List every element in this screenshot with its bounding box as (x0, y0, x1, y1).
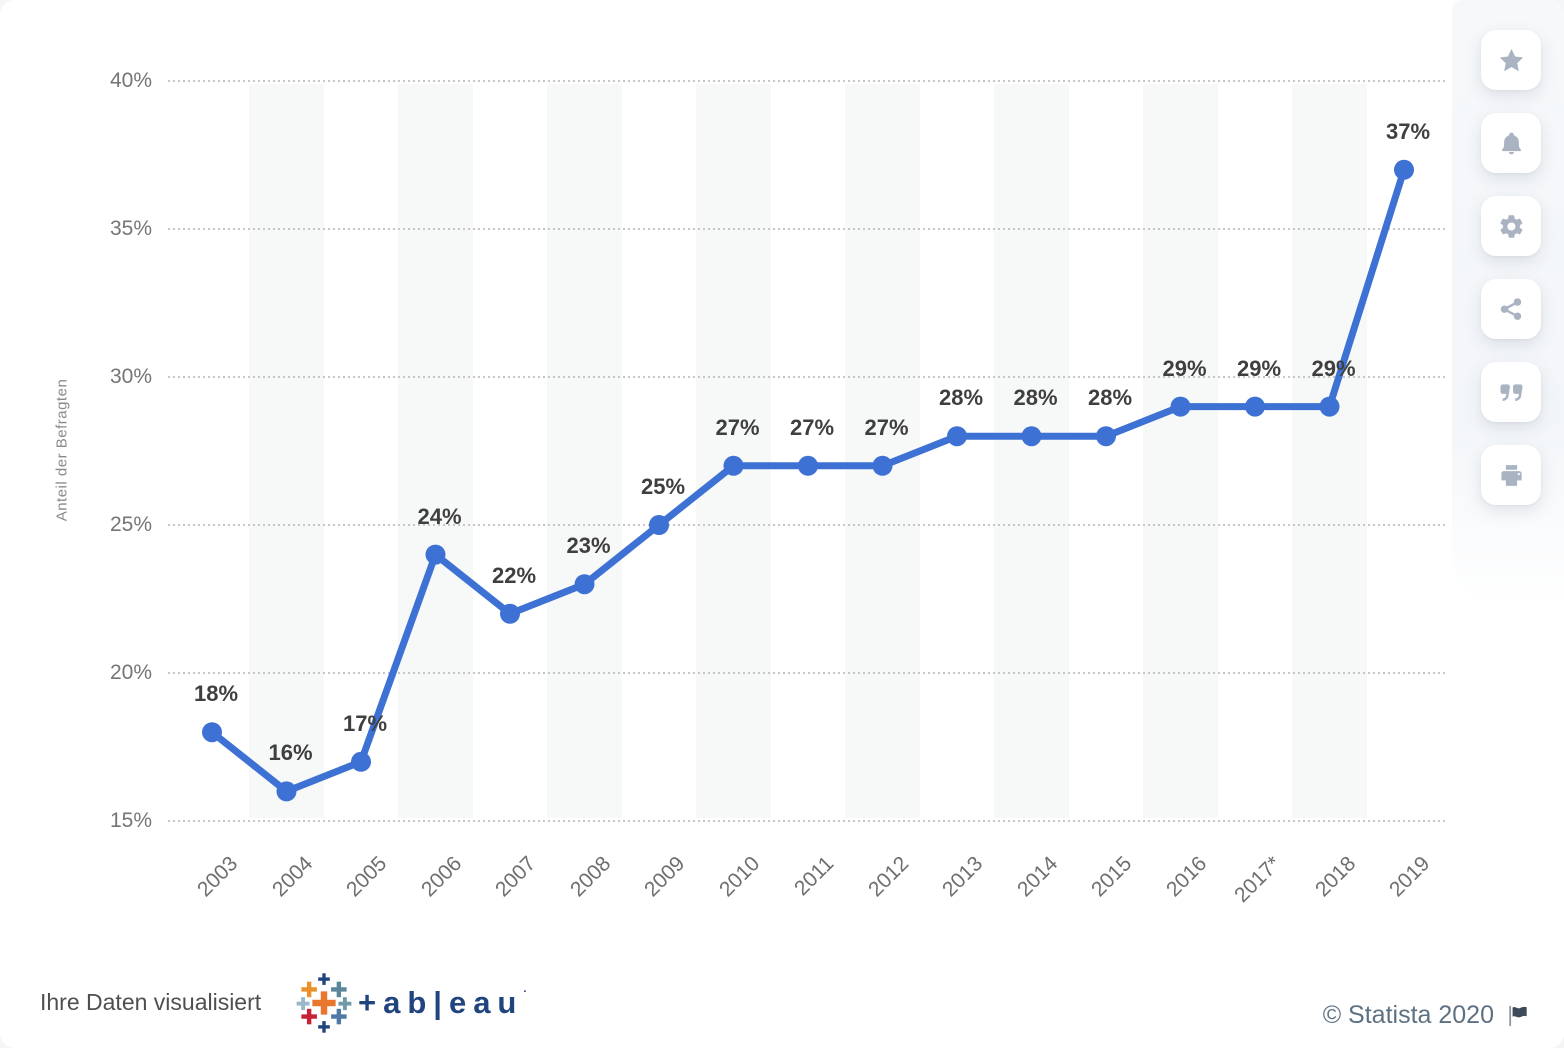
column-band (249, 84, 324, 818)
data-point[interactable] (1245, 396, 1265, 417)
data-point-label: 23% (566, 533, 611, 559)
cite-button[interactable] (1481, 362, 1541, 422)
gridline (168, 672, 1447, 674)
column-band (398, 84, 473, 818)
favorite-button[interactable] (1481, 30, 1541, 90)
data-point[interactable] (649, 515, 669, 535)
data-point[interactable] (1394, 159, 1414, 180)
y-tick-label: 20% (109, 661, 152, 684)
data-point[interactable] (351, 751, 371, 772)
column-band (1292, 84, 1367, 818)
tableau-logo-icon (296, 973, 352, 1033)
data-point[interactable] (574, 574, 595, 595)
data-point[interactable] (723, 455, 744, 476)
y-tick-label: 40% (109, 69, 152, 92)
column-band (696, 84, 771, 818)
data-point-label: 28% (1087, 385, 1133, 411)
y-tick-label: 15% (109, 809, 152, 832)
share-button[interactable] (1481, 279, 1541, 339)
data-point-label: 29% (1236, 355, 1282, 381)
notification-button[interactable] (1481, 113, 1541, 173)
data-point[interactable] (1021, 426, 1042, 447)
y-tick-label: 25% (109, 513, 152, 536)
data-point-label: 16% (268, 740, 313, 766)
share-icon (1500, 297, 1521, 320)
quote-icon (1499, 383, 1523, 401)
data-point-label: 28% (938, 385, 984, 411)
data-point[interactable] (798, 455, 818, 476)
tableau-promo-text: Ihre Daten visualisiert (40, 989, 262, 1015)
data-point-label: 24% (417, 503, 462, 529)
gridline (168, 376, 1447, 378)
y-tick-label: 35% (109, 217, 152, 240)
column-band (1143, 84, 1218, 818)
gridline (168, 820, 1447, 822)
column-band (845, 84, 920, 818)
data-point[interactable] (1170, 396, 1191, 417)
data-point-label: 28% (1013, 385, 1058, 411)
data-point[interactable] (276, 781, 297, 802)
settings-button[interactable] (1481, 196, 1541, 256)
series-line (208, 166, 1408, 795)
bell-icon (1501, 131, 1521, 154)
data-point[interactable] (1319, 396, 1340, 417)
data-point[interactable] (947, 426, 967, 447)
tableau-wordmark[interactable]: +ab|eau· (358, 985, 528, 1020)
data-point-label: 18% (193, 681, 239, 707)
gridline (168, 524, 1447, 526)
data-point[interactable] (202, 722, 222, 743)
data-point[interactable] (1096, 426, 1116, 447)
gridline (168, 228, 1447, 230)
data-point-label: 25% (640, 474, 686, 499)
data-point[interactable] (425, 544, 446, 565)
report-flag-icon[interactable] (1504, 1003, 1532, 1031)
statista-copyright: © Statista 2020 (1322, 1001, 1494, 1029)
print-button[interactable] (1481, 445, 1541, 505)
data-point-label: 17% (342, 710, 388, 736)
data-point-label: 27% (715, 414, 760, 440)
data-point-label: 22% (491, 562, 537, 588)
gear-icon (1499, 214, 1522, 238)
data-point-label: 29% (1162, 355, 1207, 381)
data-point-label: 37% (1385, 118, 1431, 144)
data-point-label: 27% (789, 414, 835, 440)
star-icon (1499, 48, 1523, 71)
data-point[interactable] (500, 603, 520, 624)
y-tick-label: 30% (109, 365, 152, 388)
data-point-label: 29% (1311, 355, 1356, 381)
printer-icon (1500, 464, 1522, 486)
column-band (994, 84, 1069, 818)
data-point-label: 27% (864, 414, 909, 440)
data-point[interactable] (872, 455, 893, 476)
column-band (547, 84, 622, 818)
gridline (168, 80, 1447, 82)
